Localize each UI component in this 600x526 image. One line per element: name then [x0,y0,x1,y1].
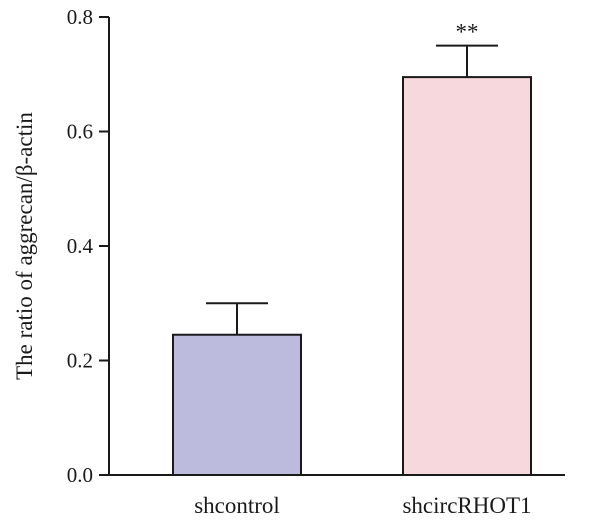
error-bars-group [206,44,498,335]
bar-shcircRHOT1 [402,76,532,477]
y-tick-label: 0.0 [67,463,93,487]
significance-marker: ** [456,20,479,45]
y-tick-label: 0.8 [67,5,93,29]
y-ticks-group: 0.0 0.2 0.4 0.6 0.8 [67,5,109,487]
y-tick-label: 0.4 [67,234,94,258]
y-tick-label: 0.2 [67,349,93,373]
y-axis-title: The ratio of aggrecan/β-actin [12,112,37,380]
y-tick-label: 0.6 [67,120,93,144]
bars-group [172,76,532,477]
bar-shcontrol [172,333,302,476]
x-tick-label: shcontrol [194,493,280,518]
significance-group: ** [456,20,479,45]
x-labels-group: shcontrol shcircRHOT1 [194,493,531,518]
x-tick-label: shcircRHOT1 [402,493,531,518]
